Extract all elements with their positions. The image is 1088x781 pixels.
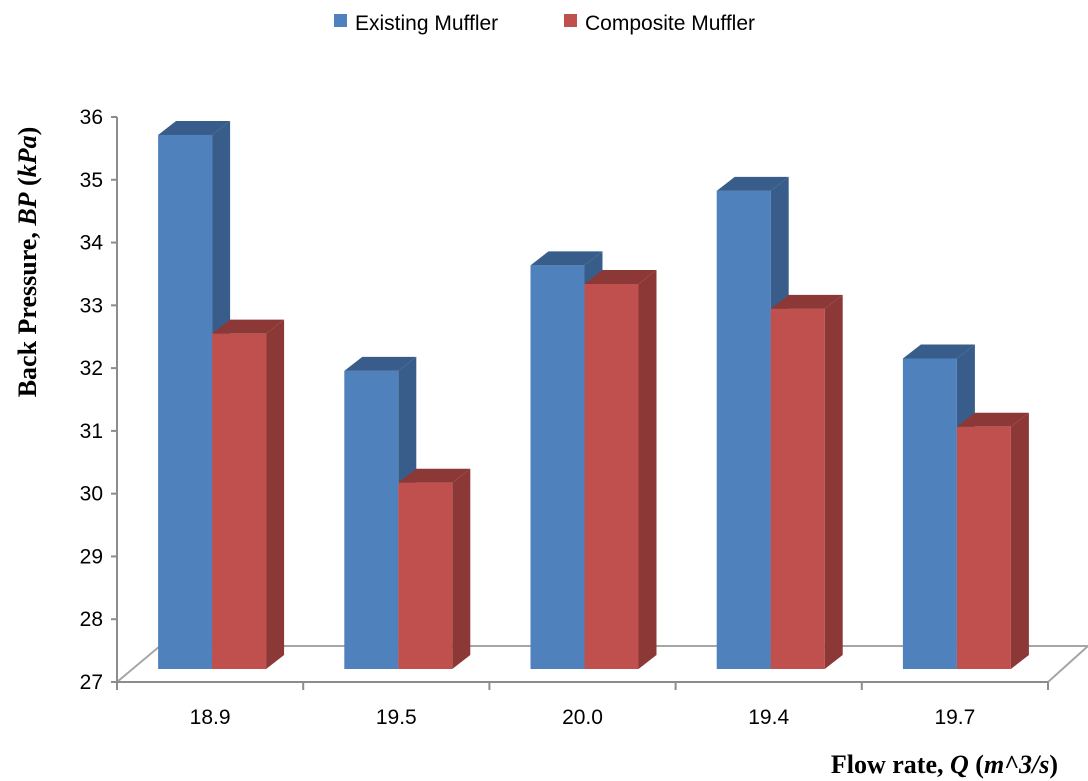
legend-label-composite: Composite Muffler: [585, 12, 755, 35]
legend-swatch-composite: [564, 14, 577, 27]
bar-top: [770, 294, 843, 309]
y-axis-ticks: 27 28 29 30 31 32 33 34 35 36: [80, 106, 117, 694]
bar-top: [398, 468, 471, 483]
bar-composite: [956, 412, 1029, 669]
y-tick-label: 27: [80, 671, 103, 694]
bar-composite: [212, 319, 285, 669]
bar-composite: [584, 269, 657, 669]
y-tick-label: 28: [80, 608, 103, 631]
bar-top: [956, 412, 1029, 427]
bar-front: [158, 134, 213, 669]
y-tick-label: 30: [80, 483, 103, 506]
bar-front: [770, 308, 825, 669]
y-tick-label: 32: [80, 357, 103, 380]
x-tick-label: 19.4: [748, 706, 789, 729]
x-tick-label: 20.0: [562, 706, 603, 729]
x-axis-ticks: 18.9 19.5 20.0 19.4 19.7: [116, 682, 1049, 729]
bars: [158, 120, 1029, 669]
bar-front: [584, 283, 639, 669]
bar-side: [1010, 412, 1029, 669]
bar-front: [344, 370, 399, 669]
bar-composite: [770, 294, 843, 669]
bar-top: [158, 120, 231, 135]
x-tick-label: 19.7: [934, 706, 975, 729]
bar-top: [716, 176, 789, 191]
bar-top: [212, 319, 285, 334]
x-tick-label: 19.5: [376, 706, 417, 729]
y-tick-label: 33: [80, 294, 103, 317]
y-tick-label: 35: [80, 169, 103, 192]
bar-front: [716, 190, 771, 669]
bar-top: [530, 251, 603, 266]
bar-side: [452, 468, 471, 669]
bar-side: [266, 319, 285, 669]
bar-top: [344, 356, 417, 371]
y-tick-label: 29: [80, 545, 103, 568]
bar-front: [212, 333, 267, 669]
bar-side: [638, 269, 657, 669]
bar-top: [902, 344, 975, 359]
x-axis-title: Flow rate, Q (m^3/s): [831, 750, 1058, 779]
x-tick-label: 18.9: [190, 706, 231, 729]
bar-top: [584, 269, 657, 284]
bar-side: [824, 294, 843, 669]
bar-front: [530, 265, 585, 669]
legend-swatch-existing: [334, 14, 347, 27]
legend-label-existing: Existing Muffler: [355, 12, 498, 35]
bar-front: [956, 426, 1011, 669]
y-tick-label: 31: [80, 420, 103, 443]
bar-front: [902, 358, 957, 669]
bar-front: [398, 482, 453, 669]
y-tick-label: 36: [80, 106, 103, 129]
bar-composite: [398, 468, 471, 669]
legend: Existing Muffler Composite Muffler: [334, 12, 755, 35]
y-axis-title: Back Pressure, BP (kPa): [13, 127, 42, 398]
y-tick-label: 34: [80, 232, 104, 255]
